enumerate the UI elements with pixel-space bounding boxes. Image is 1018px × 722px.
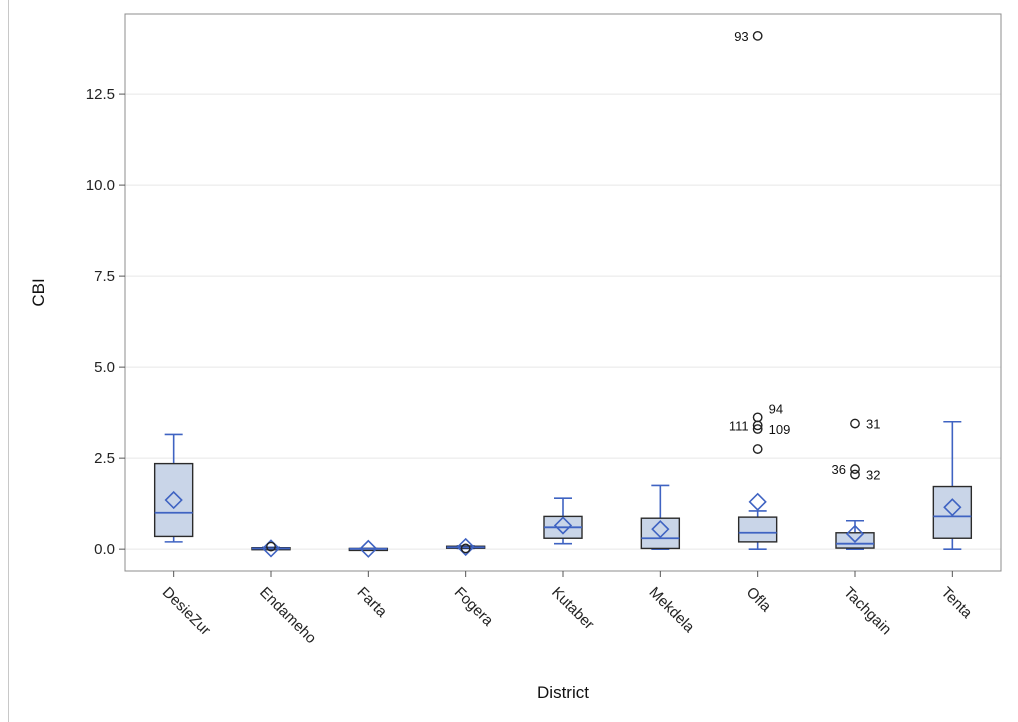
mean-marker [164, 490, 183, 510]
iqr-box [835, 532, 875, 549]
outlier-label: 111 [729, 418, 749, 433]
x-tick-label: Tenta [938, 584, 976, 622]
outlier-label: 32 [866, 468, 880, 483]
y-tick-label: 5.0 [94, 359, 115, 376]
y-axis: 0.0 2.5 5.0 7.5 10.0 12.5 [86, 86, 125, 558]
box-series: 93 94 111 109 31 36 32 [153, 29, 973, 558]
x-tick-label: Endameho [256, 584, 319, 647]
mean-marker [651, 520, 670, 539]
outlier-point [752, 30, 763, 41]
x-tick-label: Farta [354, 584, 391, 621]
outlier-label: 109 [769, 422, 791, 437]
mean-marker [359, 539, 378, 558]
outlier-point [752, 412, 763, 423]
y-tick-label: 12.5 [86, 86, 115, 103]
mean-marker [845, 524, 865, 543]
box-desiezur [153, 433, 194, 543]
outlier-point [460, 543, 471, 554]
y-axis-title: CBI [29, 278, 48, 306]
y-tick-label: 2.5 [94, 450, 115, 467]
outlier-label: 36 [832, 462, 846, 477]
iqr-box [737, 516, 778, 543]
outlier-label: 31 [866, 417, 880, 432]
mean-marker [456, 537, 475, 557]
outlier-label: 94 [769, 401, 783, 416]
box-tenta [932, 420, 973, 550]
box-ofla: 93 94 111 109 [729, 29, 791, 550]
outlier-point [266, 541, 276, 552]
outlier-point [752, 424, 763, 434]
x-tick-label: Fogera [451, 584, 497, 630]
box-endameho [251, 539, 291, 558]
box-mekdela [640, 484, 681, 550]
box-farta [348, 539, 389, 558]
x-axis-title: District [537, 683, 589, 702]
outlier-point [752, 444, 763, 454]
iqr-box [153, 462, 194, 538]
x-axis: DesieZur Endameho Farta Fogera Kutaber Mekdel… [159, 571, 976, 647]
box-tachgain: 31 36 32 [832, 417, 880, 550]
iqr-box [640, 517, 681, 550]
outlier-point [752, 420, 763, 431]
left-frame-rule [8, 0, 9, 722]
box-fogera [445, 537, 486, 557]
mean-marker [261, 539, 281, 558]
x-tick-label: Tachgain [840, 584, 894, 638]
mean-marker [943, 498, 962, 517]
outlier-point [850, 464, 860, 474]
iqr-box [932, 485, 973, 539]
y-tick-label: 7.5 [94, 268, 115, 285]
x-tick-label: Mekdela [646, 584, 699, 637]
box-kutaber [543, 497, 583, 545]
outlier-label: 93 [734, 29, 748, 44]
y-tick-label: 0.0 [94, 541, 115, 558]
mean-marker [553, 516, 573, 535]
outlier-point [850, 469, 860, 480]
x-tick-label: Ofla [743, 584, 775, 616]
x-tick-label: Kutaber [548, 584, 597, 633]
y-tick-label: 10.0 [86, 177, 115, 194]
x-tick-label: DesieZur [159, 584, 214, 639]
plot-area [124, 13, 1002, 572]
outlier-point [850, 418, 860, 429]
mean-marker [748, 492, 767, 511]
